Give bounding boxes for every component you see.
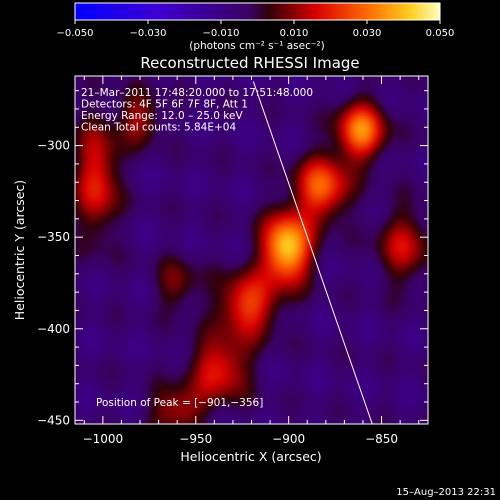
- x-axis-label: Heliocentric X (arcsec): [180, 449, 321, 464]
- y-tick-label: −400: [37, 322, 70, 336]
- colorbar-tick-label: 0.030: [353, 28, 382, 39]
- x-axis-ticks: −1000 −950 −900 −850: [83, 76, 420, 446]
- colorbar: [75, 3, 440, 20]
- timestamp: 15–Aug–2013 22:31: [396, 487, 496, 498]
- colorbar-tick-label: 0.050: [426, 28, 455, 39]
- x-tick-label: −1000: [83, 432, 124, 446]
- info-line: Energy Range: 12.0 – 25.0 keV: [81, 110, 243, 122]
- x-tick-label: −950: [179, 432, 212, 446]
- colorbar-tick-label: −0.030: [129, 28, 166, 39]
- y-axis-ticks: −300 −350 −400 −450: [37, 90, 428, 427]
- colorbar-tick-label: 0.010: [280, 28, 309, 39]
- colorbar-tick-label: −0.050: [56, 28, 93, 39]
- y-tick-label: −450: [37, 413, 70, 427]
- y-tick-label: −300: [37, 139, 70, 153]
- info-line: 21–Mar–2011 17:48:20.000 to 17:51:48.000: [81, 87, 313, 99]
- limb-line: [252, 81, 373, 424]
- y-axis-label: Heliocentric Y (arcsec): [12, 180, 27, 320]
- x-tick-label: −900: [272, 432, 305, 446]
- peak-label: Position of Peak = [−901,−356]: [96, 397, 263, 409]
- info-line: Detectors: 4F 5F 6F 7F 8F, Att 1: [81, 99, 248, 111]
- colorbar-frame: [74, 2, 441, 21]
- colorbar-unit-label: (photons cm⁻² s⁻¹ asec⁻²): [189, 40, 324, 52]
- x-tick-label: −850: [365, 432, 398, 446]
- colorbar-tick-label: −0.010: [202, 28, 239, 39]
- heatmap-image: [75, 76, 428, 424]
- y-tick-label: −350: [37, 230, 70, 244]
- colorbar-ticks: −0.050 −0.030 −0.010 0.010 0.030 0.050: [56, 20, 454, 39]
- info-block: 21–Mar–2011 17:48:20.000 to 17:51:48.000…: [81, 87, 313, 134]
- chart-title: Reconstructed RHESSI Image: [140, 54, 359, 72]
- info-line: Clean Total counts: 5.84E+04: [81, 122, 236, 134]
